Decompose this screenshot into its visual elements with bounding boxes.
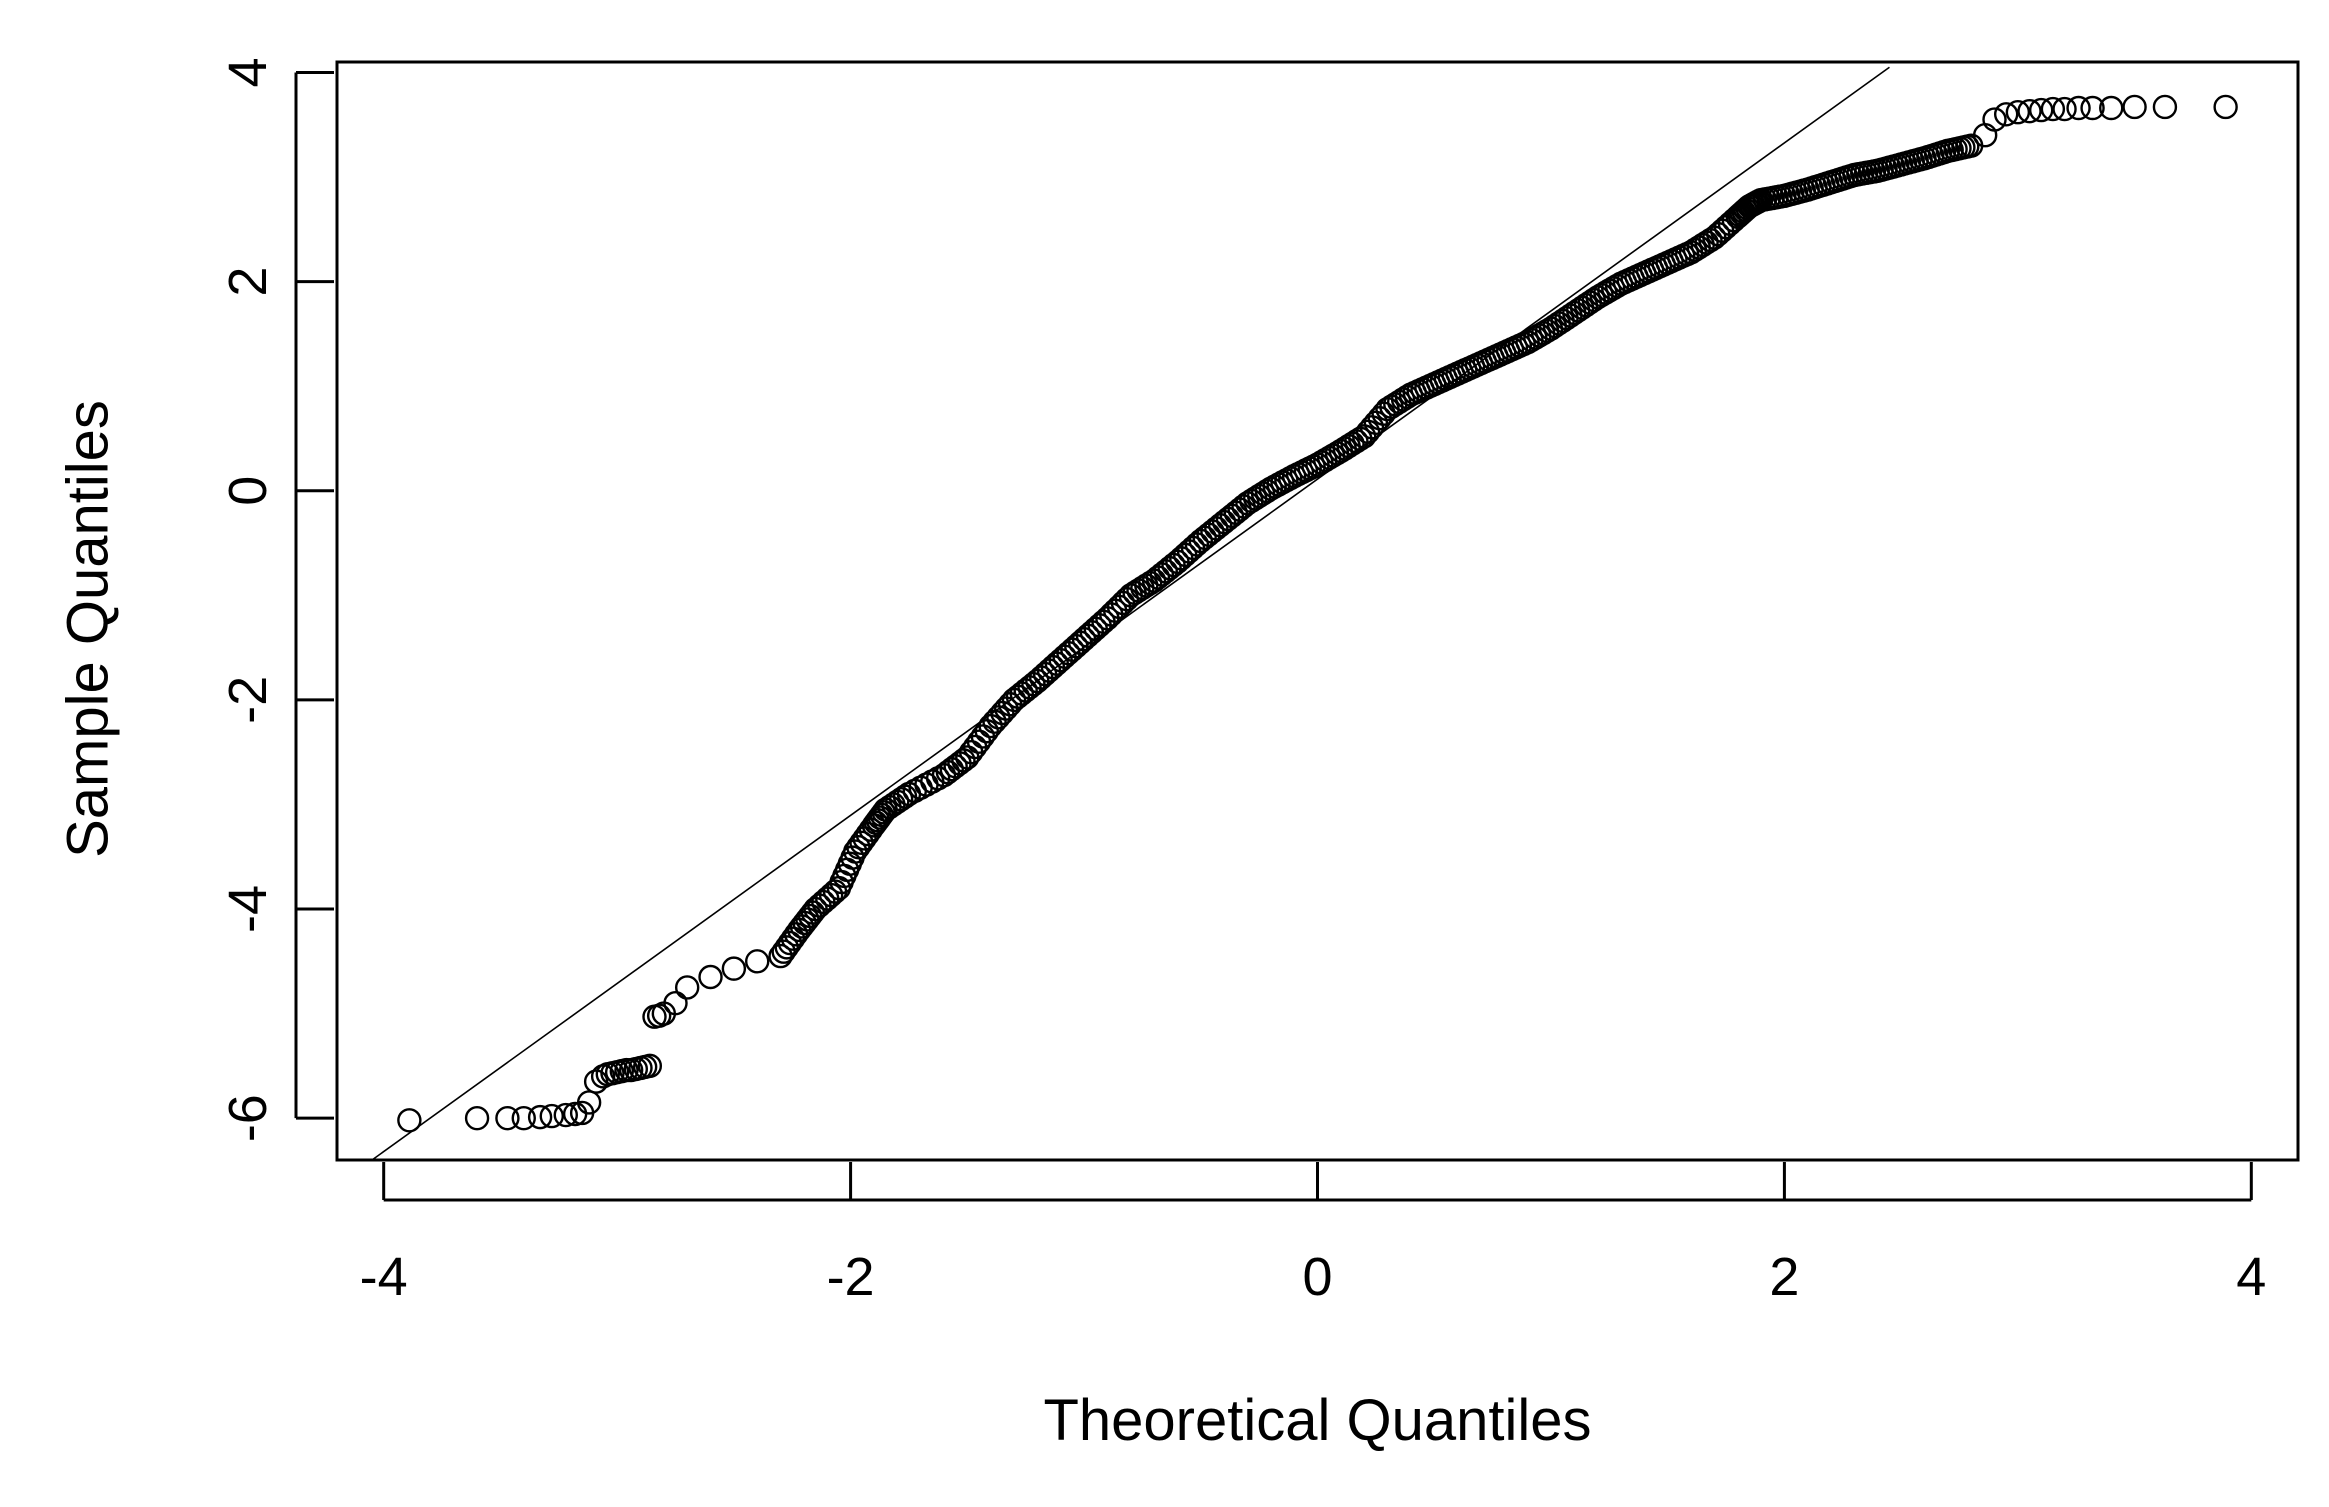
data-point-fill (970, 724, 996, 749)
y-tick-label: -4 (218, 885, 278, 933)
data-point (464, 1105, 490, 1131)
data-point (2052, 96, 2077, 122)
data-point (2122, 94, 2147, 120)
data-point-fill (1955, 134, 1980, 159)
data-point-fill (1200, 519, 1225, 544)
x-tick-label: 2 (1769, 1247, 1799, 1307)
data-point (2080, 95, 2105, 121)
data-point-fill (815, 886, 840, 911)
data-point-fill (1176, 539, 1202, 564)
plot-box (335, 60, 2300, 1162)
data-point-fill (780, 926, 806, 951)
data-point (2029, 97, 2054, 123)
data-point (539, 1103, 564, 1129)
x-tick-label: -4 (360, 1247, 408, 1307)
y-tick-label: 0 (218, 476, 278, 506)
data-point-fill (795, 907, 820, 932)
data-point (1982, 107, 2007, 132)
qq-reference-line (371, 66, 1890, 1161)
x-tick-label: 4 (2236, 1247, 2266, 1307)
data-point (1993, 102, 2019, 127)
data-point-fill (1036, 658, 1062, 683)
data-point (495, 1105, 520, 1131)
data-point (745, 949, 770, 974)
data-point (674, 975, 700, 1000)
data-point-fill (888, 787, 914, 812)
plot-area (335, 60, 2300, 1162)
data-point (2213, 94, 2238, 120)
y-tick-label: -2 (218, 676, 278, 724)
data-point (2040, 96, 2066, 122)
data-point-fill (1083, 616, 1108, 641)
data-point (553, 1102, 578, 1128)
x-tick-label: 0 (1302, 1247, 1332, 1307)
data-point-fill (1274, 468, 1299, 493)
data-point (2152, 94, 2178, 120)
data-point-fill (1601, 276, 1626, 301)
y-axis: -6 -4 -2 0 2 4 (218, 57, 334, 1142)
data-point (721, 956, 747, 981)
data-point-fill (1390, 387, 1416, 412)
y-tick-label: 2 (218, 267, 278, 297)
data-point-fill (914, 772, 939, 797)
data-point-fill (1153, 559, 1178, 584)
x-axis: -4 -2 0 2 4 (360, 1162, 2266, 1307)
data-point-fill (943, 754, 968, 779)
data-point (397, 1108, 422, 1133)
y-tick-label: -6 (218, 1094, 278, 1142)
data-point-fill (1013, 678, 1038, 703)
data-point-fill (1060, 637, 1085, 662)
data-point-fill (990, 700, 1015, 726)
data-point (2099, 95, 2124, 121)
data-point (527, 1104, 553, 1130)
data-point-fill (1106, 594, 1132, 620)
reference-line-group (371, 66, 1890, 1161)
y-axis-title: Sample Quantiles (56, 400, 121, 858)
data-point (511, 1105, 536, 1131)
data-point (2066, 95, 2091, 121)
data-point-fill (1363, 410, 1389, 435)
data-point-fill (885, 789, 910, 815)
data-point-fill (1713, 215, 1739, 240)
data-point (637, 1053, 663, 1079)
x-tick-label: -2 (827, 1247, 875, 1307)
data-point (2017, 98, 2042, 124)
data-points (397, 94, 2238, 1133)
data-point-fill (1223, 500, 1248, 525)
data-point (698, 964, 723, 990)
data-point (663, 990, 688, 1016)
data-point (2005, 99, 2031, 125)
x-axis-title: Theoretical Quantiles (1043, 1388, 1591, 1453)
y-tick-label: 4 (218, 57, 278, 87)
